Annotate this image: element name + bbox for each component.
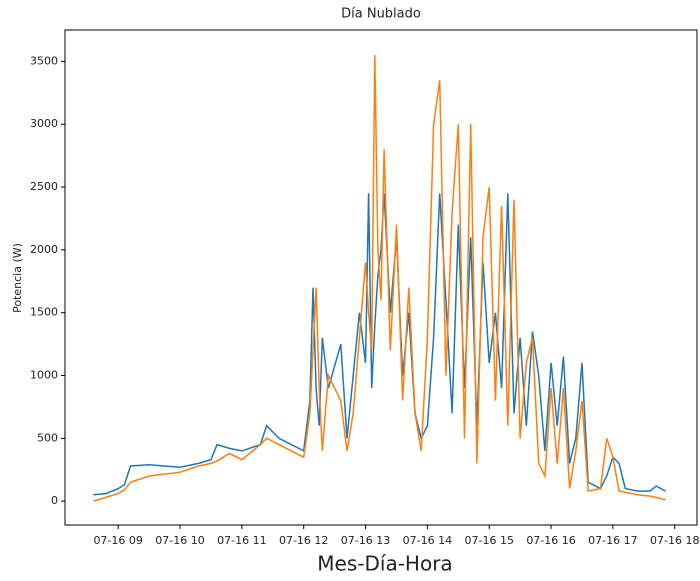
x-tick-label: 07-16 17 [588, 534, 637, 547]
x-tick-label: 07-16 09 [93, 534, 142, 547]
x-tick-label: 07-16 12 [279, 534, 328, 547]
y-tick-label: 2500 [30, 180, 58, 193]
x-tick-label: 07-16 13 [341, 534, 390, 547]
x-tick-label: 07-16 14 [403, 534, 452, 547]
y-tick-label: 3000 [30, 117, 58, 130]
x-tick-label: 07-16 15 [464, 534, 513, 547]
y-tick-label: 0 [51, 494, 58, 507]
x-tick-label: 07-16 18 [650, 534, 699, 547]
y-tick-label: 1000 [30, 368, 58, 381]
plot-frame [64, 29, 698, 526]
series-line [93, 55, 666, 502]
y-tick-label: 2000 [30, 243, 58, 256]
x-axis-label: Mes-Día-Hora [317, 552, 452, 576]
y-tick-label: 3500 [30, 54, 58, 67]
series-line [93, 193, 666, 496]
y-tick-label: 1500 [30, 306, 58, 319]
chart-title: Día Nublado [341, 7, 421, 22]
y-axis-label: Potencia (W) [11, 243, 24, 313]
x-tick-label: 07-16 16 [526, 534, 575, 547]
y-tick-label: 500 [37, 431, 58, 444]
x-tick-label: 07-16 10 [155, 534, 204, 547]
x-tick-label: 07-16 11 [217, 534, 266, 547]
